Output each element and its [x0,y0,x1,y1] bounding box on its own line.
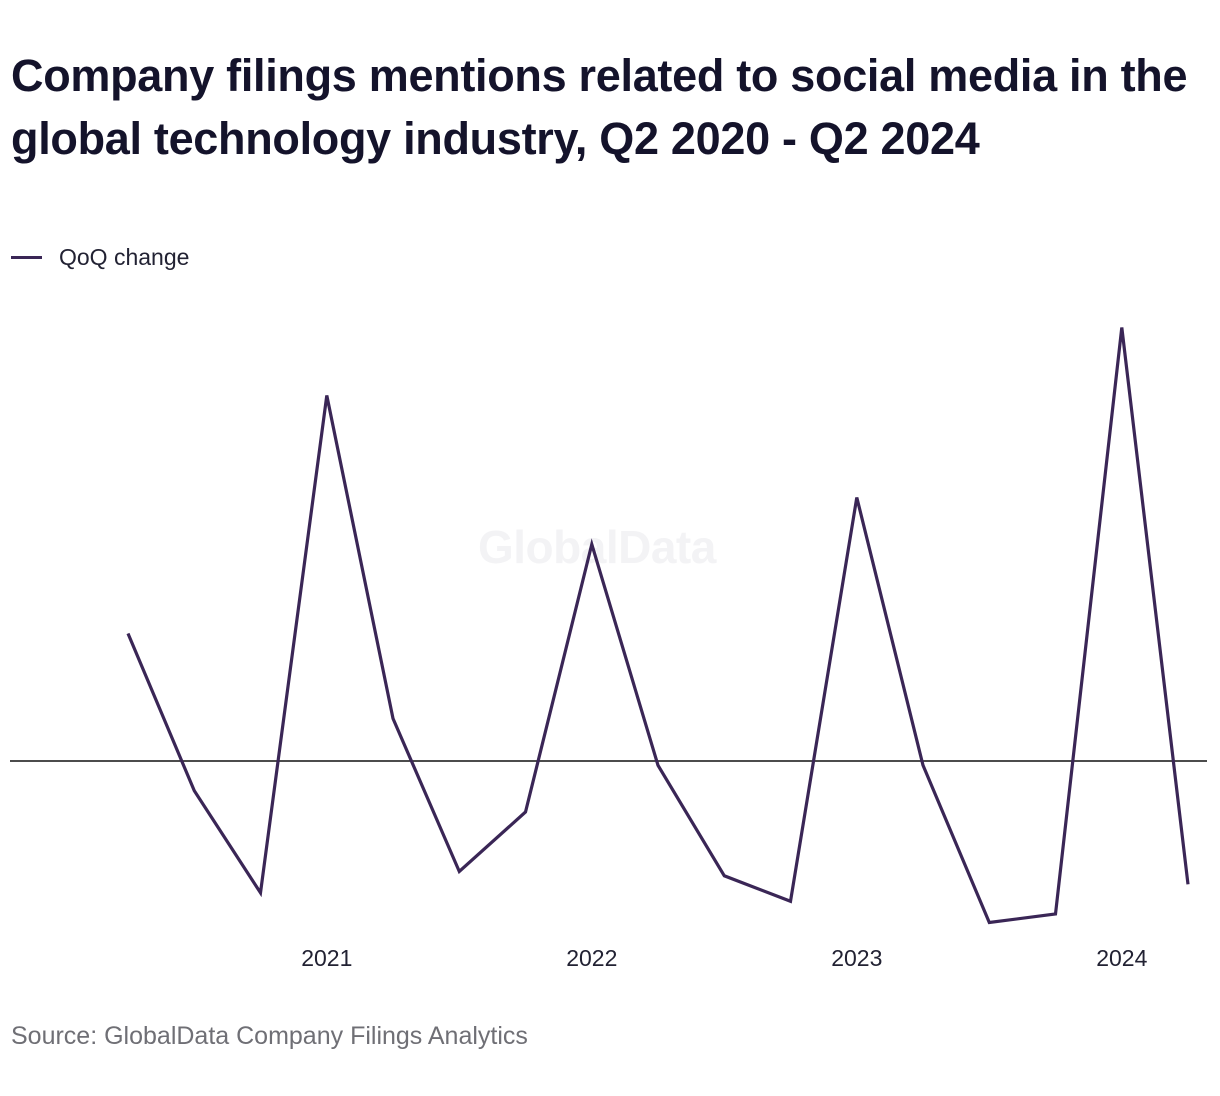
chart-title: Company filings mentions related to soci… [11,50,1188,164]
legend-swatch-qoq-change [11,255,42,259]
series-layer [126,327,1190,925]
x-tick-label: 2021 [301,945,352,971]
x-tick-label: 2024 [1096,945,1147,971]
source-note: Source: GlobalData Company Filings Analy… [11,1022,528,1050]
x-tick-label: 2023 [831,945,882,971]
x-tick-label: 2022 [566,945,617,971]
legend: QoQ change [11,242,189,272]
x-axis-ticks: 2021 2022 2023 2024 [301,945,1147,971]
series-line-qoq-change [126,327,1190,925]
legend-label-qoq-change: QoQ change [59,243,190,270]
